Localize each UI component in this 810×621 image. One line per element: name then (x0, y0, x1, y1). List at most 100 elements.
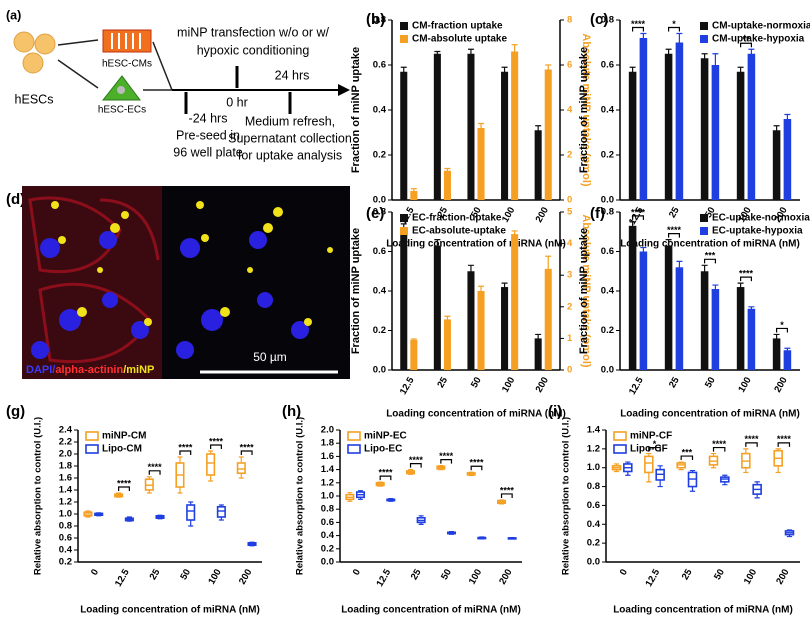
y2-tick-label: 3 (567, 270, 572, 281)
x-axis-label: Loading concentration of miRNA (nM) (620, 409, 800, 420)
box-whisker (347, 492, 353, 502)
error-bar (478, 285, 485, 297)
error-bar (676, 260, 683, 274)
bar (477, 291, 485, 370)
bar (501, 287, 509, 370)
bar (736, 287, 745, 370)
error-bar (434, 239, 441, 253)
significance-bracket (409, 463, 422, 468)
legend-label: EC-uptake-normoxia (712, 213, 810, 224)
legend-swatch (347, 431, 361, 441)
error-bar (535, 125, 542, 136)
time-label: -24 hrs (189, 111, 228, 125)
y-axis-label: Fraction of miNP uptake (350, 47, 362, 173)
bar (711, 65, 720, 200)
box-whisker (625, 461, 631, 476)
box (186, 504, 196, 521)
x-tick-label: 200 (774, 567, 791, 586)
legend-label: CM-uptake-normoxia (712, 21, 810, 32)
legend-label: EC-absolute-uptake (412, 226, 506, 237)
step-text: Pre-seed in (176, 128, 240, 142)
x-tick-label: 200 (772, 375, 789, 394)
error-bar (545, 64, 552, 75)
x-tick-label: 25 (667, 375, 682, 390)
panel-label: (e) (366, 205, 384, 222)
y-tick-label: 0.4 (373, 286, 387, 297)
bar (534, 338, 542, 370)
error-bar (640, 32, 647, 44)
significance-label: **** (667, 225, 682, 235)
x-axis-label: Loading concentration of miRNA (nM) (620, 239, 800, 250)
legend-swatch (85, 431, 99, 441)
error-bar (748, 306, 755, 312)
y2-tick-label: 8 (567, 15, 572, 26)
error-bar (784, 113, 791, 125)
legend-swatch (400, 214, 408, 222)
bar (772, 130, 781, 200)
bar (736, 71, 745, 200)
y-tick-label: 1.0 (59, 509, 72, 520)
cell (13, 31, 35, 53)
error-bar (737, 282, 744, 292)
ec-nucleus (117, 86, 125, 94)
x-tick-label: 50 (178, 567, 193, 582)
panel-label: (d) (6, 191, 25, 208)
box-whisker (775, 448, 781, 474)
step-text: for uptake analysis (238, 148, 342, 162)
significance-label: *** (682, 447, 693, 457)
y2-axis-label: Absolute miNP uptake (pmol) (580, 214, 592, 368)
significance-bracket (632, 26, 644, 32)
significance-bracket (776, 327, 788, 333)
nuclei (31, 231, 309, 359)
panel-label: (f) (590, 205, 605, 222)
legend-swatch (700, 22, 708, 30)
significance-label: **** (209, 436, 224, 446)
y-axis-label: Relative absorption to control (U.I.) (561, 417, 572, 575)
timeline-tick (184, 66, 292, 114)
bar (477, 128, 485, 200)
x-tick-label: 25 (409, 567, 424, 582)
bar (783, 119, 792, 200)
y-tick-label: 0.4 (373, 105, 387, 116)
x-tick-label: 50 (469, 375, 484, 390)
legend-swatch (400, 35, 408, 43)
x-tick-label: 0 (618, 567, 630, 577)
box-whisker (689, 469, 696, 492)
legend-label: miNP-CM (102, 431, 146, 442)
schematic: (a) hESCs hESC-CMs hESC-ECs miNP transfe… (6, 8, 352, 162)
significance-bracket (210, 444, 222, 449)
bar (534, 130, 542, 200)
step-text: Medium refresh, (245, 114, 335, 128)
x-axis-label: Loading concentration of miRNA (nM) (613, 605, 793, 616)
legend-label: Lipo-EC (364, 444, 402, 455)
legend-label: EC-fraction-uptake (412, 213, 502, 224)
bar (772, 338, 781, 370)
x-tick-label: 200 (497, 567, 514, 586)
chart-panel: (i) 0.0 0.2 0.4 0.6 0.8 1.0 1.2 1.4 Relative abso… (548, 403, 800, 616)
significance-bracket (777, 442, 791, 447)
significance-label: **** (117, 478, 132, 488)
box-whisker (613, 463, 620, 473)
time-label: 24 hrs (275, 68, 310, 82)
y-axis-label: Relative absorption to control (U.I.) (33, 417, 44, 575)
y-tick-label: 0.6 (59, 533, 72, 544)
y-tick-label: 0.6 (587, 500, 600, 511)
error-bar (478, 122, 485, 134)
cm-icon-stripes (111, 33, 141, 49)
significance-bracket (680, 455, 694, 461)
legend-swatch (700, 227, 708, 235)
stain-label: /miNP (123, 364, 154, 376)
y-tick-label: 2.2 (59, 437, 72, 448)
step-text: hypoxic conditioning (197, 43, 310, 57)
bar (628, 225, 637, 370)
bar (511, 51, 519, 200)
error-bar (410, 188, 417, 194)
y-tick-label: 1.0 (321, 491, 334, 502)
bar (639, 251, 648, 370)
x-tick-label: 12.5 (627, 375, 646, 397)
error-bar (665, 48, 672, 59)
y-tick-label: 0.4 (601, 105, 615, 116)
y-tick-label: 2.0 (321, 425, 334, 436)
box-whisker (710, 452, 717, 469)
legend-swatch (400, 227, 408, 235)
